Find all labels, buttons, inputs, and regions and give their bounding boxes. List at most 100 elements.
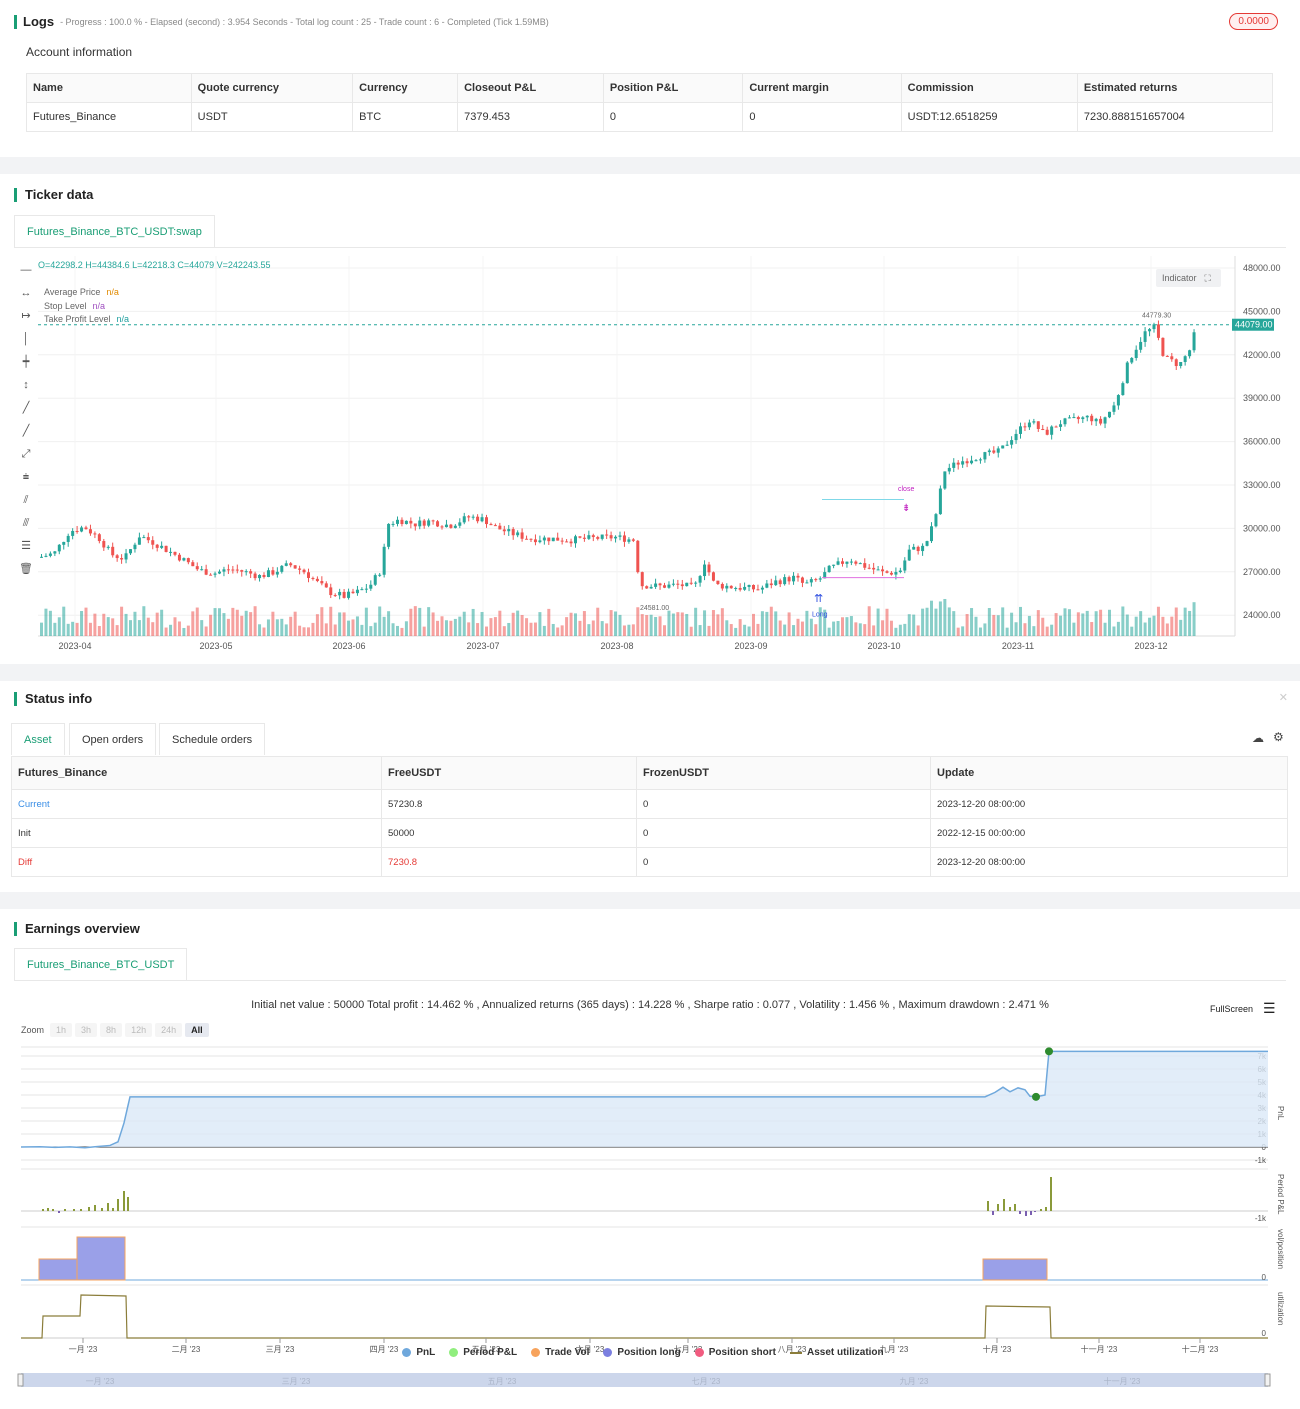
horizontal-line-icon[interactable]: ↔ [20,287,32,299]
period-bar [997,1204,999,1211]
price-line-icon[interactable]: ⩧ [22,471,30,483]
fullscreen-button[interactable]: FullScreen ☰ [1210,1000,1276,1017]
account-col-header: Position P&L [602,73,744,103]
candle-body [258,574,262,579]
volume-bar [124,613,128,636]
candle-body [983,452,987,460]
volume-bar [1174,607,1178,636]
volume-bar [525,618,529,636]
asset-cell: 0 [636,818,931,848]
volume-bar [930,600,933,636]
volume-bar [1192,602,1196,636]
tab-earnings-symbol[interactable]: Futures_Binance_BTC_USDT [14,948,188,980]
tab-ticker-symbol[interactable]: Futures_Binance_BTC_USDT:swap [14,215,215,247]
candle-body [1081,417,1085,420]
volume-bar [1156,606,1160,636]
parallel-channel-icon[interactable]: ⫽ [23,494,29,506]
tab-open-orders[interactable]: Open orders [69,723,157,755]
volume-bar [596,607,600,636]
period-bar [1003,1199,1005,1211]
candle-body [520,532,524,539]
profit-badge: 0.0000 [1229,13,1278,30]
volume-bar [266,619,270,636]
extended-line-icon[interactable]: ⤢ [21,448,31,460]
zoom-option[interactable]: All [185,1023,209,1037]
legend-item[interactable]: Trade Vol [531,1347,589,1358]
candle-body [347,591,351,598]
trash-icon[interactable]: 🗑 [19,563,33,575]
volume-bar [200,620,204,636]
legend-item[interactable]: Position short [694,1347,776,1358]
legend-label: Period P&L [463,1347,518,1358]
candle-body [934,514,938,527]
volume-bar [738,619,742,636]
candle-body [436,521,440,527]
zoom-option[interactable]: 12h [125,1023,153,1037]
tab-schedule-orders[interactable]: Schedule orders [159,723,266,755]
candle-body [133,544,137,550]
volume-bar [195,607,199,636]
candle-body [542,537,546,541]
zoom-option[interactable]: 8h [100,1023,123,1037]
volume-bar [734,627,738,636]
horizontal-ray-icon[interactable]: ↦ [21,310,31,322]
volume-bar [342,612,346,636]
navigator-handle-left [17,1373,24,1387]
candle-body [832,564,836,566]
collapse-icon[interactable]: ✕ [1278,692,1288,704]
close-arrow-icon: ⇟ [902,503,910,514]
volume-bar [556,627,560,636]
settings-icon[interactable]: ⚙ [1273,730,1284,744]
legend-item[interactable]: Position long [603,1347,681,1358]
volume-bar [533,622,537,636]
volume-bar [458,616,462,636]
cloud-download-icon[interactable]: ☁ [1252,731,1264,745]
volume-bar [253,606,257,636]
crosshair-icon[interactable]: — [20,264,32,276]
volume-bar [396,625,399,636]
price-tick: 45000.00 [1243,306,1281,316]
candle-body [694,582,698,584]
asset-cell: 50000 [381,818,637,848]
volume-bar [881,620,885,636]
vertical-segment-icon[interactable]: ┿ [22,356,30,368]
legend-item[interactable]: Asset utilization [789,1347,884,1358]
legend-value: n/a [92,300,106,311]
zoom-option[interactable]: 1h [50,1023,73,1037]
period-bar [47,1208,49,1211]
volume-bar [520,615,524,636]
vertical-line-icon[interactable]: │ [22,333,30,345]
month-tick: 八月 '23 [778,1345,807,1354]
candlestick-chart[interactable]: 48000.00 45000.00 42000.00 39000.00 36000.00… [38,256,1283,656]
candle-body [142,537,146,539]
zoom-option[interactable]: 24h [155,1023,183,1037]
candle-body [307,572,310,578]
tab-asset[interactable]: Asset [11,723,65,755]
trend-line-icon[interactable]: ╱ [22,402,30,414]
volume-bar [765,611,769,636]
indicator-button[interactable]: Indicator ⛶ [1156,269,1221,287]
legend-item[interactable]: Period P&L [449,1347,517,1358]
volume-bar [240,615,244,636]
candle-body [40,556,43,558]
candle-body [627,539,631,542]
zoom-option[interactable]: 3h [75,1023,98,1037]
ray-line-icon[interactable]: ╱ [22,425,30,437]
fib-levels-icon[interactable]: ☰ [21,540,31,552]
legend-item[interactable]: PnL [402,1347,435,1358]
volume-bar [1072,622,1076,636]
candle-body [115,555,119,559]
candle-body [418,520,422,527]
asset-cell: 2023-12-20 08:00:00 [930,789,1288,819]
candle-body [129,549,132,554]
month-tick: 十一月 '23 [1081,1344,1118,1354]
volume-bar [133,611,137,636]
candle-body [160,545,164,548]
legend-label: Position short [708,1347,776,1358]
candle-body [1027,422,1031,428]
fib-icon[interactable]: ⫻ [22,517,30,529]
candle-body [355,589,359,594]
vertical-ray-icon[interactable]: ↕ [23,379,29,391]
volume-bar [894,627,898,636]
